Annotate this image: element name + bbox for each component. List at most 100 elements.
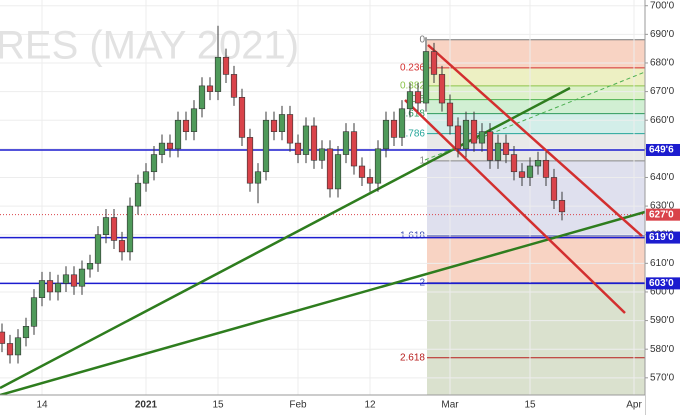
x-tick-label: 12 <box>364 400 376 411</box>
candle-body <box>518 171 526 178</box>
candle-body <box>422 51 430 104</box>
candle-body <box>206 85 214 92</box>
candle-body <box>406 91 414 110</box>
fib-level-label: 0 <box>419 34 425 45</box>
candle-body <box>246 137 254 184</box>
trend-line-dashed <box>424 71 646 161</box>
fib-level-label: 2.618 <box>400 352 425 363</box>
candle-body <box>254 171 262 184</box>
y-tick-label: 570'0 <box>650 372 675 383</box>
y-tick-label: 660'0 <box>650 115 675 126</box>
candle-body <box>198 85 206 110</box>
time-axis <box>0 395 645 415</box>
candle-body <box>6 343 14 356</box>
candle-body <box>414 91 422 104</box>
candle-body <box>462 119 470 150</box>
x-tick-label: 2021 <box>135 400 158 411</box>
fib-zone <box>427 85 645 100</box>
candle-body <box>326 148 334 190</box>
trend-line <box>0 210 646 397</box>
candle-body <box>318 148 326 161</box>
candle-body <box>270 119 278 132</box>
price-label: 649'6 <box>649 145 674 156</box>
fib-zone <box>427 39 645 68</box>
y-tick-label: 670'0 <box>650 86 675 97</box>
candle-body <box>62 274 70 284</box>
price-label-box <box>646 143 680 156</box>
candle-body <box>190 108 198 132</box>
fib-zone <box>427 160 645 236</box>
candle-body <box>174 119 182 150</box>
candle-body <box>110 217 118 241</box>
candle-body <box>526 165 534 178</box>
x-tick-label: Mar <box>441 400 459 411</box>
candle-body <box>14 337 22 356</box>
candle-body <box>470 119 478 144</box>
price-label-box <box>646 231 680 244</box>
candle-body <box>350 131 358 167</box>
x-tick-label: 15 <box>212 400 224 411</box>
y-tick-label: 610'0 <box>650 258 675 269</box>
watermark: RES (MAY 2021) <box>0 24 299 68</box>
x-tick-label: Apr <box>626 400 642 411</box>
candle-body <box>150 154 158 173</box>
fib-level-label: 0.382 <box>400 81 425 92</box>
candle-body <box>118 240 126 253</box>
y-tick-label: 690'0 <box>650 29 675 40</box>
x-tick-label: 15 <box>524 400 536 411</box>
candle-body <box>358 165 366 178</box>
candle-body <box>70 274 78 287</box>
candle-body <box>510 154 518 173</box>
y-tick-label: 700'0 <box>650 0 675 11</box>
fib-level-label: 1 <box>419 156 425 167</box>
candle-body <box>494 142 502 161</box>
candle-body <box>102 217 110 236</box>
candle-body <box>454 125 462 150</box>
candle-body <box>126 205 134 253</box>
fib-level-label: 0.236 <box>400 62 425 73</box>
price-label: 619'0 <box>649 232 674 243</box>
fib-level-label: 1.618 <box>400 230 425 241</box>
candle-body <box>310 125 318 161</box>
candle-body <box>294 142 302 155</box>
fib-zone <box>427 67 645 86</box>
candle-body <box>534 159 542 167</box>
candle-body <box>446 102 454 127</box>
channel-line <box>404 99 626 314</box>
candle-body <box>342 131 350 155</box>
fib-level-label: 0.618 <box>400 108 425 119</box>
candle-body <box>30 297 38 327</box>
candle-body <box>286 114 294 144</box>
price-axis <box>645 0 680 415</box>
fib-extension <box>427 357 645 395</box>
candle-body <box>278 114 286 132</box>
candle-body <box>230 74 238 98</box>
candle-body <box>438 74 446 104</box>
candle-body <box>0 331 6 344</box>
candle-body <box>54 283 62 293</box>
channel-line <box>427 44 643 237</box>
y-tick-label: 630'0 <box>650 201 675 212</box>
candle-body <box>166 142 174 150</box>
fib-level-label: 0.786 <box>400 128 425 139</box>
candle-body <box>46 280 54 293</box>
candle-body <box>374 148 382 184</box>
price-label: 603'0 <box>649 278 674 289</box>
candle-body <box>302 125 310 155</box>
x-tick-label: 14 <box>36 400 48 411</box>
candle-body <box>158 142 166 155</box>
candle-body <box>238 97 246 138</box>
x-tick-label: Feb <box>289 400 307 411</box>
candle-body <box>550 177 558 201</box>
candle-body <box>486 131 494 161</box>
candle-body <box>78 268 86 287</box>
candle-body <box>134 182 142 207</box>
candle-body <box>382 119 390 150</box>
price-label-box <box>646 277 680 290</box>
candles <box>0 25 566 364</box>
candle-body <box>94 234 102 264</box>
candle-body <box>22 326 30 339</box>
candle-body <box>542 159 550 178</box>
candle-body <box>558 200 566 213</box>
